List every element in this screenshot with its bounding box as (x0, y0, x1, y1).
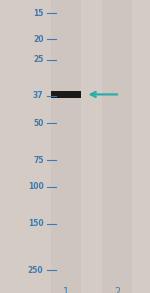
Text: 37: 37 (33, 91, 44, 100)
Text: 20: 20 (33, 35, 44, 44)
Text: 2: 2 (114, 287, 120, 293)
Text: 25: 25 (33, 55, 43, 64)
Text: 150: 150 (28, 219, 44, 228)
Bar (51, 91, 81, 98)
Text: 50: 50 (33, 119, 43, 128)
Text: 1: 1 (63, 287, 69, 293)
Text: 100: 100 (28, 182, 44, 191)
Text: 15: 15 (33, 8, 43, 18)
Bar (102, 0, 132, 293)
Text: 75: 75 (33, 156, 44, 165)
Text: 250: 250 (28, 266, 44, 275)
Bar (51, 0, 81, 293)
